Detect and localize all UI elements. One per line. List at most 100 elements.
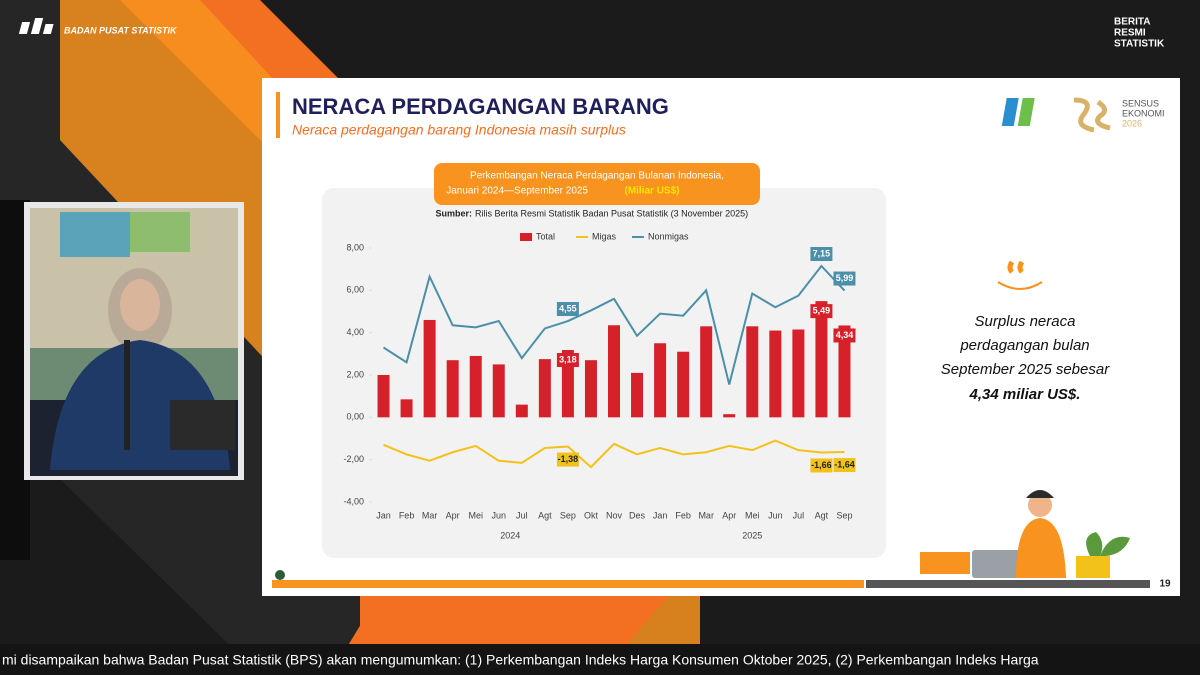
bps-logo — [18, 18, 54, 34]
bar — [469, 355, 482, 418]
line — [383, 439, 845, 469]
illustration — [920, 490, 1130, 578]
x-tick-label: Jan — [376, 510, 391, 520]
year-label: 2025 — [742, 530, 762, 540]
note-text: perdagangan bulan — [959, 337, 1089, 354]
bar — [723, 414, 736, 418]
speaker-video — [24, 202, 244, 480]
value-label-box — [833, 328, 856, 343]
x-tick-label: Agt — [815, 510, 829, 520]
x-tick-label: Jun — [768, 510, 783, 520]
bar — [746, 326, 759, 418]
bar — [838, 325, 851, 418]
note-text: Surplus neraca — [975, 313, 1076, 330]
sensus-logo — [1001, 97, 1111, 133]
x-tick-label: Des — [629, 510, 646, 520]
ticker-bar — [0, 644, 1200, 675]
x-tick-label: Feb — [675, 510, 691, 520]
x-tick-label: Jul — [793, 510, 805, 520]
x-tick-label: Mar — [698, 510, 714, 520]
legend-label: Total — [536, 231, 555, 241]
x-tick-label: Apr — [446, 510, 460, 520]
x-tick-label: Okt — [584, 510, 599, 520]
chart-panel — [322, 188, 886, 558]
x-tick-label: Jul — [516, 510, 528, 520]
bar — [631, 372, 644, 418]
x-tick-label: Nov — [606, 510, 623, 520]
x-tick-label: Sep — [560, 510, 576, 520]
value-label-box — [810, 458, 833, 473]
value-label-box — [556, 452, 579, 467]
value-label: 7,15 — [813, 248, 831, 258]
bar — [792, 329, 805, 418]
org-name: BADAN PUSAT STATISTIK — [64, 25, 178, 35]
chart-title-box — [434, 163, 760, 205]
x-tick-label: Mar — [422, 510, 438, 520]
y-tick-label: -4,00 — [343, 496, 364, 506]
chart-title: Januari 2024—September 2025 — [446, 186, 588, 197]
value-label-box — [810, 304, 833, 319]
x-tick-label: Agt — [538, 510, 552, 520]
note-text: September 2025 sebesar — [941, 361, 1110, 378]
bar — [769, 330, 782, 418]
y-tick-label: 4,00 — [346, 327, 364, 337]
bar — [700, 326, 713, 418]
bar — [538, 359, 551, 418]
x-tick-label: Mei — [745, 510, 760, 520]
value-label-box — [556, 353, 579, 368]
x-tick-label: Jun — [492, 510, 507, 520]
value-label: 5,99 — [836, 273, 854, 283]
x-tick-label: Apr — [722, 510, 736, 520]
page-number: 19 — [1159, 579, 1171, 590]
legend-label: Migas — [592, 231, 617, 241]
y-tick-label: 6,00 — [346, 285, 364, 295]
footer-bar — [272, 580, 864, 588]
value-label: -1,64 — [834, 459, 855, 469]
value-label: 4,34 — [836, 330, 854, 340]
bar — [584, 360, 597, 418]
sensus-text: 2026 — [1122, 118, 1142, 128]
year-label: 2024 — [500, 530, 520, 540]
footer-bar — [866, 580, 1150, 588]
footer-icon — [275, 570, 285, 580]
bar — [608, 325, 620, 418]
sensus-text: SENSUS — [1122, 98, 1159, 108]
chart-title: Perkembangan Neraca Perdagangan Bulanan … — [470, 171, 724, 182]
y-tick-label: 0,00 — [346, 412, 364, 422]
decor — [0, 200, 30, 560]
badge: RESMI — [1114, 28, 1146, 39]
value-label: 4,55 — [559, 303, 577, 313]
quote-icon — [1007, 260, 1025, 274]
source-label: Sumber: — [435, 208, 472, 218]
badge: BERITA — [1114, 17, 1150, 28]
sensus-text: EKONOMI — [1122, 108, 1165, 118]
value-label-box — [556, 302, 579, 317]
badge: STATISTIK — [1114, 39, 1165, 50]
title-bar — [276, 92, 280, 138]
source: Rilis Berita Resmi Statistik Badan Pusat… — [475, 208, 748, 218]
bar — [400, 399, 413, 418]
y-tick-label: 8,00 — [346, 242, 364, 252]
bar — [677, 351, 690, 418]
legend-swatch — [520, 233, 532, 241]
value-label-box — [833, 458, 856, 473]
x-tick-label: Feb — [399, 510, 415, 520]
line — [382, 264, 846, 385]
value-label: 3,18 — [559, 354, 577, 364]
bar — [423, 319, 436, 418]
x-tick-label: Jan — [653, 510, 668, 520]
bar — [377, 375, 390, 418]
plot: -4,00 -2,00 0,00 2,00 4,00 6,00 8,00 Jan Feb Mar A… — [343, 231, 856, 540]
y-tick-label: -2,00 — [343, 454, 364, 464]
value-label: 5,49 — [813, 306, 831, 316]
value-label-box — [833, 271, 856, 286]
bar — [815, 301, 828, 418]
note-highlight: 4,34 miliar US$. — [969, 386, 1081, 403]
y-tick-label: 2,00 — [346, 369, 364, 379]
ticker: mi disampaikan bahwa Badan Pusat Statist… — [2, 652, 1039, 668]
bar — [492, 364, 505, 418]
bar — [654, 343, 667, 418]
bar — [446, 360, 459, 418]
